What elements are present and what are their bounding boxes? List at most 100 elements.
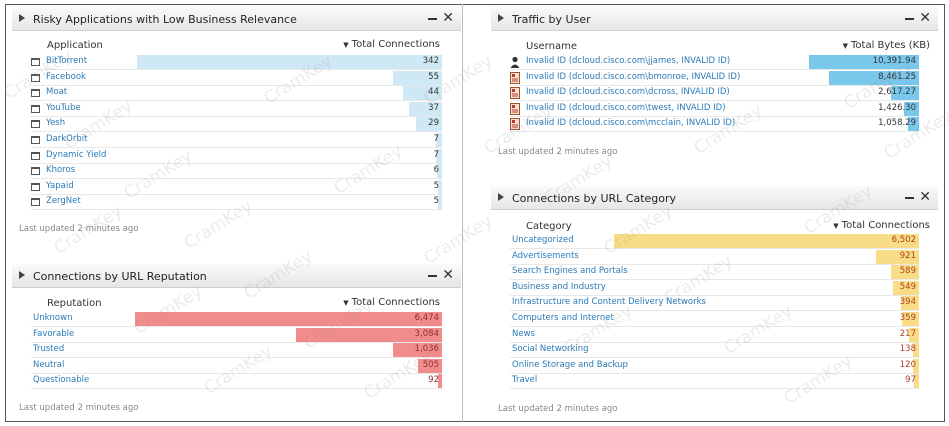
row-value: 549 (899, 281, 916, 292)
row-label[interactable]: Invalid ID (dcloud.cisco.com\twest, INVA… (526, 102, 726, 113)
value-bar (295, 327, 442, 342)
panel-title: Traffic by User (512, 13, 591, 26)
collapse-triangle-icon[interactable] (19, 271, 25, 279)
collapse-triangle-icon[interactable] (498, 193, 504, 201)
table-row[interactable]: Invalid ID (dcloud.cisco.com\bmonroe, IN… (510, 70, 919, 86)
row-label[interactable]: Social Networking (512, 344, 589, 355)
column-header-total-connections[interactable]: ▼ Total Connections (343, 297, 440, 308)
table-row[interactable]: Khoros 6 (31, 164, 442, 180)
row-label[interactable]: Trusted (33, 344, 65, 355)
table-row[interactable]: Invalid ID (dcloud.cisco.com\jjames, INV… (510, 55, 919, 70)
row-label[interactable]: News (512, 328, 535, 339)
value-bar (891, 265, 919, 280)
table-row[interactable]: Facebook 55 (31, 70, 442, 86)
table-row[interactable]: Uncategorized 6,502 (510, 234, 919, 249)
close-icon[interactable]: ✕ (919, 189, 931, 205)
column-header-application[interactable]: Application (47, 40, 103, 51)
minimize-icon[interactable] (905, 18, 914, 20)
table-row[interactable]: Advertisements 921 (510, 249, 919, 265)
table-row[interactable]: Invalid ID (dcloud.cisco.com\mcclain, IN… (510, 117, 919, 133)
table-row[interactable]: Dynamic Yield 7 (31, 148, 442, 164)
table-row[interactable]: BitTorrent 342 (31, 55, 442, 70)
row-label[interactable]: Advertisements (512, 250, 579, 261)
url-reputation-panel: Connections by URL Reputation ✕ Reputati… (12, 264, 461, 420)
table-row[interactable]: Infrastructure and Content Delivery Netw… (510, 296, 919, 312)
row-label[interactable]: YouTube (46, 102, 81, 113)
row-label[interactable]: Yesh (46, 118, 66, 129)
column-divider (462, 4, 463, 422)
row-label[interactable]: Khoros (46, 165, 76, 176)
table-row[interactable]: Business and Industry 549 (510, 280, 919, 296)
row-label[interactable]: Neutral (33, 359, 65, 370)
row-label[interactable]: Business and Industry (512, 281, 606, 292)
table-row[interactable]: Travel 97 (510, 374, 919, 390)
column-header-username[interactable]: Username (526, 41, 577, 52)
row-label[interactable]: Uncategorized (512, 235, 574, 245)
row-label[interactable]: Unknown (33, 313, 73, 323)
application-icon (31, 120, 40, 129)
row-label[interactable]: Computers and Internet (512, 313, 614, 323)
table-row[interactable]: Unknown 6,474 (31, 312, 442, 327)
collapse-triangle-icon[interactable] (498, 14, 504, 22)
panel-title: Risky Applications with Low Business Rel… (33, 13, 297, 26)
last-updated: Last updated 2 minutes ago (19, 224, 139, 234)
table-row[interactable]: Neutral 505 (31, 358, 442, 374)
row-label[interactable]: Online Storage and Backup (512, 359, 628, 370)
table-row[interactable]: Moat 44 (31, 86, 442, 102)
row-label[interactable]: ZergNet (46, 196, 81, 207)
row-value: 10,391.94 (872, 56, 916, 66)
close-icon[interactable]: ✕ (442, 267, 454, 283)
table-row[interactable]: Invalid ID (dcloud.cisco.com\twest, INVA… (510, 101, 919, 117)
table-row[interactable]: YouTube 37 (31, 101, 442, 117)
value-bar (402, 86, 442, 101)
row-label[interactable]: Invalid ID (dcloud.cisco.com\jjames, INV… (526, 56, 731, 66)
table-row[interactable]: DarkOrbit 7 (31, 133, 442, 148)
table-row[interactable]: Favorable 3,084 (31, 327, 442, 343)
column-header-total-connections[interactable]: ▼ Total Connections (833, 220, 930, 231)
table-row[interactable]: Online Storage and Backup 120 (510, 358, 919, 374)
table-row[interactable]: Trusted 1,036 (31, 343, 442, 359)
row-label[interactable]: Search Engines and Portals (512, 266, 628, 277)
column-header-total-connections[interactable]: ▼ Total Connections (343, 39, 440, 50)
minimize-icon[interactable] (905, 197, 914, 199)
minimize-icon[interactable] (428, 18, 437, 20)
close-icon[interactable]: ✕ (442, 10, 454, 26)
column-header-total-bytes[interactable]: ▼ Total Bytes (KB) (842, 40, 930, 51)
row-label[interactable]: Questionable (33, 375, 90, 386)
table-row[interactable]: Yesh 29 (31, 117, 442, 133)
collapse-triangle-icon[interactable] (19, 14, 25, 22)
table-row[interactable]: Computers and Internet 359 (510, 312, 919, 327)
row-label[interactable]: Infrastructure and Content Delivery Netw… (512, 297, 706, 308)
table-row[interactable]: News 217 (510, 327, 919, 343)
minimize-icon[interactable] (428, 275, 437, 277)
table-row[interactable]: Invalid ID (dcloud.cisco.com\dcross, INV… (510, 86, 919, 102)
row-value: 359 (899, 313, 916, 323)
row-label[interactable]: Invalid ID (dcloud.cisco.com\bmonroe, IN… (526, 71, 741, 82)
row-label[interactable]: Yapaid (46, 180, 74, 191)
value-bar (416, 117, 442, 132)
row-label[interactable]: Favorable (33, 328, 75, 339)
table-row[interactable]: Yapaid 5 (31, 179, 442, 195)
row-label[interactable]: BitTorrent (46, 56, 88, 66)
row-label[interactable]: Moat (46, 87, 68, 98)
table-row[interactable]: Questionable 92 (31, 374, 442, 390)
row-label[interactable]: Dynamic Yield (46, 149, 107, 160)
row-value: 6 (433, 165, 439, 176)
close-icon[interactable]: ✕ (919, 10, 931, 26)
column-header-category[interactable]: Category (526, 221, 572, 232)
row-label[interactable]: Invalid ID (dcloud.cisco.com\mcclain, IN… (526, 118, 736, 129)
table-row[interactable]: ZergNet 5 (31, 195, 442, 211)
value-bar (437, 179, 442, 194)
row-label[interactable]: Invalid ID (dcloud.cisco.com\dcross, INV… (526, 87, 730, 98)
row-label[interactable]: Travel (512, 375, 538, 386)
row-value: 7 (433, 149, 439, 160)
column-header-reputation[interactable]: Reputation (47, 298, 102, 309)
table-row[interactable]: Search Engines and Portals 589 (510, 265, 919, 281)
last-updated: Last updated 2 minutes ago (498, 147, 618, 157)
row-value: 97 (905, 375, 916, 386)
row-label[interactable]: Facebook (46, 71, 86, 82)
row-label[interactable]: DarkOrbit (46, 134, 88, 144)
value-bar (392, 343, 442, 358)
value-bar (437, 374, 442, 389)
table-row[interactable]: Social Networking 138 (510, 343, 919, 359)
